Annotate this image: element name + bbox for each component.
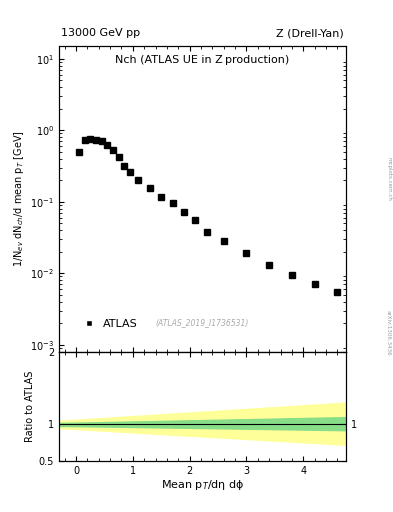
Legend: ATLAS: ATLAS — [79, 314, 143, 334]
Y-axis label: Ratio to ATLAS: Ratio to ATLAS — [24, 371, 35, 442]
Text: (ATLAS_2019_I1736531): (ATLAS_2019_I1736531) — [156, 318, 249, 327]
Text: arXiv:1306.3436: arXiv:1306.3436 — [386, 310, 391, 356]
Text: mcplots.cern.ch: mcplots.cern.ch — [386, 157, 391, 201]
X-axis label: Mean p$_T$/dη dϕ: Mean p$_T$/dη dϕ — [161, 478, 244, 493]
Y-axis label: 1/N$_{ev}$ dN$_{ch}$/d mean p$_{T}$ [GeV]: 1/N$_{ev}$ dN$_{ch}$/d mean p$_{T}$ [GeV… — [12, 131, 26, 267]
Text: Z (Drell-Yan): Z (Drell-Yan) — [276, 28, 344, 38]
Text: 13000 GeV pp: 13000 GeV pp — [61, 28, 140, 38]
Text: Nch (ATLAS UE in Z production): Nch (ATLAS UE in Z production) — [115, 55, 290, 65]
